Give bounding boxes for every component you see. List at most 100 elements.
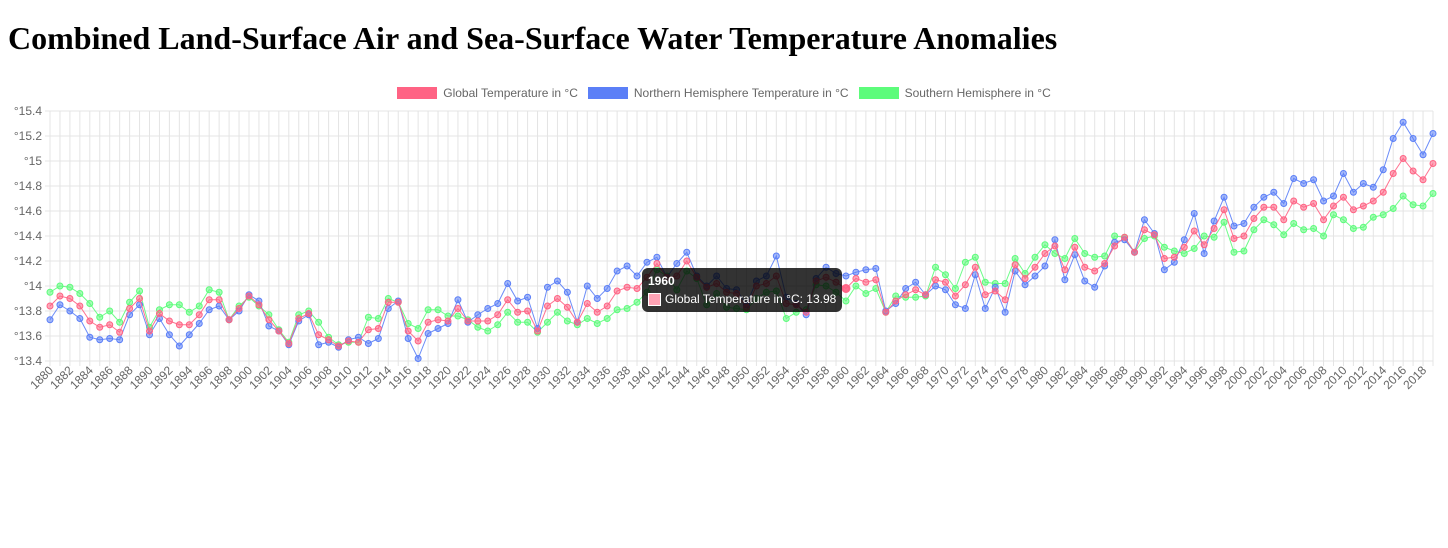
- data-point-global: [1071, 243, 1079, 251]
- data-point-south: [1270, 221, 1278, 229]
- series-line-north: [49, 121, 1434, 360]
- data-point-south: [1071, 235, 1079, 242]
- data-point-south: [484, 327, 492, 335]
- tooltip-label: Global Temperature in °C: 13.98: [665, 292, 837, 306]
- data-point-south: [1160, 243, 1168, 251]
- data-point-global: [484, 317, 492, 325]
- data-point-global: [961, 281, 969, 289]
- data-point-global: [892, 297, 900, 305]
- data-point-global: [633, 285, 641, 292]
- tooltip-row: Global Temperature in °C: 13.98: [648, 292, 836, 306]
- legend-item-global[interactable]: Global Temperature in °C: [397, 86, 578, 100]
- data-point-south: [1001, 280, 1009, 287]
- data-point-north: [1031, 272, 1039, 280]
- chart-grid: [45, 110, 1434, 366]
- data-point-north: [56, 301, 64, 309]
- data-point-global: [852, 275, 860, 282]
- data-point-global: [1240, 232, 1248, 240]
- data-point-global: [126, 305, 134, 312]
- data-point-north: [1091, 283, 1099, 291]
- data-point-global: [1369, 197, 1377, 205]
- data-point-south: [1041, 241, 1049, 249]
- data-point-north: [1300, 180, 1308, 187]
- data-point-south: [374, 315, 382, 322]
- data-point-global: [1081, 263, 1089, 271]
- data-point-south: [1101, 252, 1109, 260]
- data-point-south: [1300, 226, 1308, 234]
- data-point-global: [335, 342, 343, 350]
- data-point-north: [66, 307, 74, 315]
- data-point-global: [474, 317, 482, 325]
- data-point-global: [325, 336, 333, 344]
- data-point-south: [1290, 220, 1298, 227]
- data-point-north: [1180, 236, 1188, 244]
- data-point-global: [932, 276, 940, 284]
- data-point-global: [613, 287, 621, 295]
- data-point-south: [504, 308, 512, 316]
- legend-label-south: Southern Hemisphere in °C: [904, 86, 1051, 100]
- data-point-global: [1021, 275, 1029, 282]
- data-point-global: [623, 283, 631, 291]
- data-point-north: [185, 331, 193, 339]
- x-tick-label: 2018: [1400, 363, 1429, 392]
- data-point-global: [504, 296, 512, 304]
- data-point-global: [195, 311, 203, 319]
- data-point-global: [1111, 242, 1119, 250]
- data-point-north: [494, 300, 502, 307]
- data-point-global: [1041, 250, 1049, 257]
- data-point-north: [543, 283, 551, 291]
- data-point-north: [613, 267, 621, 275]
- legend-item-north[interactable]: Northern Hemisphere Temperature in °C: [587, 86, 849, 100]
- data-point-north: [165, 331, 173, 339]
- data-point-global: [981, 291, 989, 299]
- data-point-north: [1419, 151, 1427, 159]
- data-point-south: [941, 271, 949, 279]
- data-point-north: [1379, 166, 1387, 174]
- data-point-south: [524, 318, 532, 326]
- y-tick-label: °13.4: [14, 354, 42, 368]
- data-point-south: [126, 298, 134, 306]
- data-point-global: [1101, 260, 1109, 267]
- data-point-global: [1290, 197, 1298, 205]
- data-point-global: [235, 305, 243, 312]
- data-point-south: [1419, 202, 1427, 210]
- data-point-north: [1041, 262, 1049, 270]
- data-point-south: [1359, 223, 1367, 231]
- data-point-north: [683, 248, 691, 256]
- data-point-north: [364, 340, 372, 347]
- data-point-north: [1230, 222, 1238, 230]
- data-point-global: [563, 303, 571, 311]
- y-tick-label: °14.8: [14, 179, 42, 193]
- data-point-global: [941, 278, 949, 286]
- data-point-north: [86, 333, 94, 341]
- data-point-global: [414, 337, 422, 345]
- data-point-south: [46, 288, 54, 296]
- data-point-global: [1260, 203, 1268, 211]
- data-point-north: [524, 293, 532, 301]
- data-point-global: [1399, 155, 1407, 162]
- data-point-south: [424, 306, 432, 314]
- data-point-south: [1330, 211, 1338, 219]
- data-point-north: [1061, 276, 1069, 284]
- data-point-global: [1051, 242, 1059, 250]
- data-point-global: [1121, 233, 1129, 241]
- data-point-global: [434, 316, 442, 324]
- data-point-global: [971, 263, 979, 271]
- data-point-north: [772, 252, 780, 260]
- data-point-north: [553, 277, 561, 285]
- data-point-global: [524, 307, 532, 315]
- chart-tooltip: 1960 Global Temperature in °C: 13.98: [642, 268, 843, 312]
- data-point-north: [1160, 266, 1168, 274]
- data-point-north: [1240, 220, 1248, 227]
- data-point-north: [1140, 216, 1148, 224]
- data-point-south: [1061, 255, 1069, 262]
- data-point-global: [1419, 176, 1427, 184]
- legend-item-south[interactable]: Southern Hemisphere in °C: [858, 86, 1051, 100]
- data-point-global: [1220, 206, 1228, 214]
- data-point-north: [1270, 188, 1278, 196]
- data-point-south: [1081, 250, 1089, 257]
- data-point-south: [136, 287, 144, 295]
- data-point-south: [454, 312, 462, 320]
- data-point-south: [56, 282, 64, 290]
